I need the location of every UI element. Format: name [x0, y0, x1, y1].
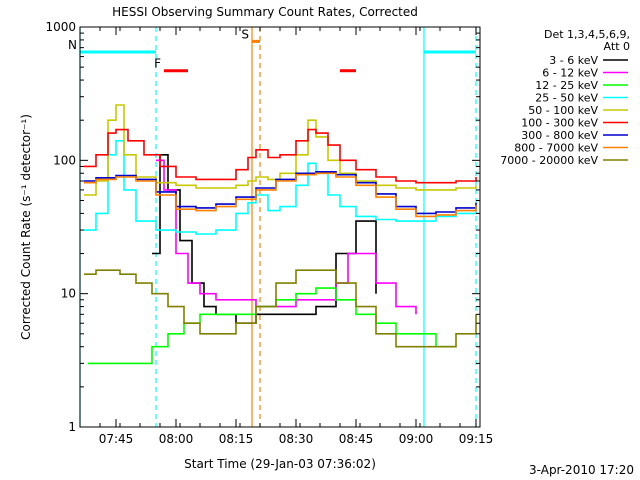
y-tick-label-0: 1 [68, 420, 76, 434]
x-tick-label-2: 08:15 [219, 432, 254, 446]
series-line-8 [84, 269, 477, 348]
flag-label-1: F [154, 57, 161, 71]
y-tick-label-3: 1000 [45, 20, 76, 34]
y-axis: 1 10 100 1000 [45, 20, 480, 434]
x-tick-label-6: 09:15 [459, 432, 494, 446]
series-line-2 [88, 287, 456, 365]
x-tick-label-4: 08:45 [339, 432, 374, 446]
legend-header-detectors: Det 1,3,4,5,6,9, [544, 28, 630, 41]
flag-label-0: N [68, 38, 77, 52]
y-tick-label-2: 100 [53, 153, 76, 167]
legend-label-6: 300 - 800 keV [521, 129, 598, 142]
series-line-1 [156, 159, 417, 315]
x-tick-label-1: 08:00 [159, 432, 194, 446]
flag-label-2: S [241, 27, 249, 41]
legend-label-7: 800 - 7000 keV [514, 142, 598, 155]
series-line-7 [84, 172, 477, 218]
series-line-0 [152, 154, 377, 324]
chart-title: HESSI Observing Summary Count Rates, Cor… [112, 5, 418, 19]
x-axis: 07:45 08:00 08:15 08:30 08:45 09:00 09:15 [79, 27, 494, 446]
plot-data [79, 27, 477, 427]
series-line-3 [84, 140, 477, 235]
plot-frame [79, 26, 481, 428]
legend-label-1: 6 - 12 keV [542, 67, 598, 80]
x-axis-label: Start Time (29-Jan-03 07:36:02) [184, 457, 376, 471]
legend-label-2: 12 - 25 keV [535, 79, 598, 92]
legend-label-3: 25 - 50 keV [535, 92, 598, 105]
x-tick-label-5: 09:00 [399, 432, 434, 446]
series-line-4 [84, 104, 477, 196]
footer-date: 3-Apr-2010 17:20 [529, 463, 634, 477]
y-axis-label: Corrected Count Rate (s⁻¹ detector⁻¹) [19, 114, 33, 340]
legend-label-5: 100 - 300 keV [521, 117, 598, 130]
legend-label-8: 7000 - 20000 keV [500, 154, 598, 167]
x-tick-label-0: 07:45 [99, 432, 134, 446]
series-line-5 [84, 128, 477, 184]
y-tick-label-1: 10 [61, 287, 76, 301]
legend-header-attenuator: Att 0 [604, 40, 630, 53]
x-tick-label-3: 08:30 [279, 432, 314, 446]
flag-markers: N F S [68, 27, 476, 73]
legend-label-0: 3 - 6 keV [549, 54, 598, 67]
legend-label-4: 50 - 100 keV [528, 104, 598, 117]
